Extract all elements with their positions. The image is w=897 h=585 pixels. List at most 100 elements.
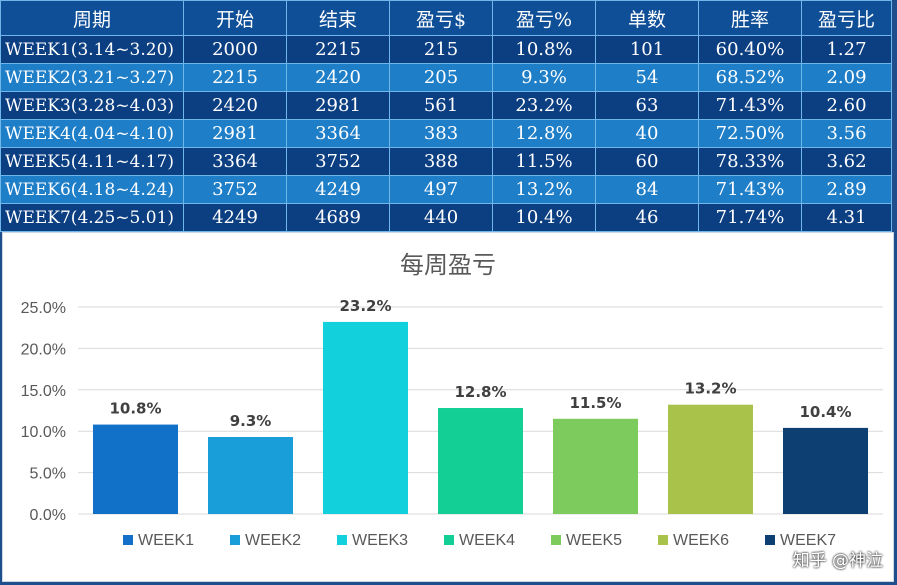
cell-pnl-usd: 440	[389, 203, 493, 232]
data-label: 10.8%	[109, 400, 161, 418]
chart-canvas: 每周盈亏 0.0% 5.0% 10.0% 15.0% 20.0% 25.0% 10.8% 9.3…	[21, 251, 883, 549]
cell-winrate: 68.52%	[698, 63, 802, 92]
cell-pl-ratio: 1.27	[801, 35, 892, 64]
legend-swatch	[765, 535, 775, 545]
cell-pnl-usd: 205	[389, 63, 493, 92]
table-row: WEEK4(4.04~4.10) 2981 3364 383 12.8% 40 …	[0, 119, 892, 148]
legend-label: WEEK2	[245, 532, 301, 549]
header-winrate: 胜率	[698, 0, 802, 36]
cell-period: WEEK3(3.28~4.03)	[0, 91, 184, 120]
legend-label: WEEK6	[673, 532, 729, 549]
cell-period: WEEK7(4.25~5.01)	[0, 203, 184, 232]
chart-title: 每周盈亏	[400, 251, 496, 279]
data-label: 23.2%	[339, 297, 391, 315]
bar-week4	[438, 408, 523, 514]
legend-swatch	[230, 535, 240, 545]
cell-period: WEEK6(4.18~4.24)	[0, 175, 184, 204]
cell-winrate: 71.43%	[698, 175, 802, 204]
cell-pnl-usd: 388	[389, 147, 493, 176]
cell-pl-ratio: 3.62	[801, 147, 892, 176]
legend-swatch	[337, 535, 347, 545]
watermark: 知乎 @神泣	[792, 551, 883, 571]
cell-pnl-pct: 12.8%	[492, 119, 596, 148]
header-end: 结束	[286, 0, 390, 36]
bar-week3	[323, 321, 408, 514]
cell-pl-ratio: 2.09	[801, 63, 892, 92]
y-tick-label: 0.0%	[30, 507, 66, 524]
cell-trades: 54	[595, 63, 699, 92]
y-tick-label: 25.0%	[21, 300, 66, 317]
cell-period: WEEK1(3.14~3.20)	[0, 35, 184, 64]
table-row: WEEK3(3.28~4.03) 2420 2981 561 23.2% 63 …	[0, 91, 892, 120]
cell-pnl-usd: 215	[389, 35, 493, 64]
cell-pl-ratio: 2.89	[801, 175, 892, 204]
cell-trades: 84	[595, 175, 699, 204]
data-label: 11.5%	[569, 394, 621, 412]
legend-swatch	[444, 535, 454, 545]
cell-pl-ratio: 3.56	[801, 119, 892, 148]
header-pnl-pct: 盈亏%	[492, 0, 596, 36]
header-pl-ratio: 盈亏比	[801, 0, 892, 36]
data-label: 13.2%	[684, 380, 736, 398]
table-header-row: 周期 开始 结束 盈亏$ 盈亏% 单数 胜率 盈亏比	[0, 0, 892, 36]
weekly-stats-table: 周期 开始 结束 盈亏$ 盈亏% 单数 胜率 盈亏比 WEEK1(3.14~3.…	[0, 0, 892, 232]
cell-pl-ratio: 2.60	[801, 91, 892, 120]
bar-week1	[93, 424, 178, 514]
cell-pnl-usd: 383	[389, 119, 493, 148]
cell-start: 3364	[183, 147, 287, 176]
cell-trades: 60	[595, 147, 699, 176]
cell-start: 3752	[183, 175, 287, 204]
table-row: WEEK7(4.25~5.01) 4249 4689 440 10.4% 46 …	[0, 203, 892, 232]
y-tick-label: 5.0%	[30, 466, 66, 483]
cell-pnl-pct: 11.5%	[492, 147, 596, 176]
legend-label: WEEK4	[459, 532, 515, 549]
cell-period: WEEK5(4.11~4.17)	[0, 147, 184, 176]
cell-winrate: 71.74%	[698, 203, 802, 232]
cell-end: 2215	[286, 35, 390, 64]
cell-pnl-pct: 13.2%	[492, 175, 596, 204]
table-row: WEEK5(4.11~4.17) 3364 3752 388 11.5% 60 …	[0, 147, 892, 176]
cell-end: 2981	[286, 91, 390, 120]
cell-winrate: 78.33%	[698, 147, 802, 176]
y-tick-label: 15.0%	[21, 383, 66, 400]
legend-label: WEEK1	[138, 532, 194, 549]
table-row: WEEK6(4.18~4.24) 3752 4249 497 13.2% 84 …	[0, 175, 892, 204]
cell-pnl-usd: 497	[389, 175, 493, 204]
y-tick-label: 20.0%	[21, 341, 66, 358]
legend-swatch	[551, 535, 561, 545]
cell-winrate: 72.50%	[698, 119, 802, 148]
cell-end: 4689	[286, 203, 390, 232]
cell-end: 3364	[286, 119, 390, 148]
cell-start: 2000	[183, 35, 287, 64]
cell-end: 2420	[286, 63, 390, 92]
cell-trades: 63	[595, 91, 699, 120]
cell-start: 2215	[183, 63, 287, 92]
header-trades: 单数	[595, 0, 699, 36]
legend-swatch	[658, 535, 668, 545]
legend-label: WEEK7	[780, 532, 836, 549]
cell-period: WEEK2(3.21~3.27)	[0, 63, 184, 92]
cell-pnl-pct: 10.4%	[492, 203, 596, 232]
table-row: WEEK1(3.14~3.20) 2000 2215 215 10.8% 101…	[0, 35, 892, 64]
header-start: 开始	[183, 0, 287, 36]
cell-trades: 40	[595, 119, 699, 148]
bar-week7	[783, 427, 868, 514]
header-pnl-usd: 盈亏$	[389, 0, 493, 36]
cell-pnl-usd: 561	[389, 91, 493, 120]
cell-trades: 46	[595, 203, 699, 232]
cell-trades: 101	[595, 35, 699, 64]
cell-pl-ratio: 4.31	[801, 203, 892, 232]
header-period: 周期	[0, 0, 184, 36]
legend-label: WEEK3	[352, 532, 408, 549]
cell-start: 4249	[183, 203, 287, 232]
cell-end: 3752	[286, 147, 390, 176]
y-tick-label: 10.0%	[21, 424, 66, 441]
cell-start: 2420	[183, 91, 287, 120]
bar-week5	[553, 418, 638, 514]
data-label: 9.3%	[230, 412, 272, 430]
weekly-pnl-chart: 每周盈亏 0.0% 5.0% 10.0% 15.0% 20.0% 25.0% 10.8% 9.3…	[2, 232, 894, 582]
cell-winrate: 60.40%	[698, 35, 802, 64]
cell-winrate: 71.43%	[698, 91, 802, 120]
bar-week2	[208, 436, 293, 514]
